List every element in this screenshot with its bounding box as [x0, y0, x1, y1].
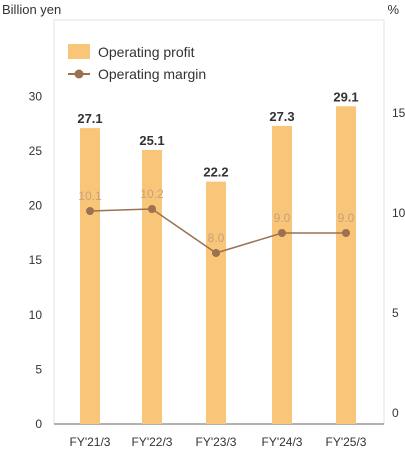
margin-value-label: 9.0 [338, 211, 355, 225]
operating-margin-point [212, 249, 220, 257]
bar-value-label: 29.1 [333, 89, 358, 104]
left-tick-label: 30 [29, 89, 43, 103]
legend-bar-swatch [68, 44, 90, 59]
right-tick-label: 5 [392, 306, 399, 320]
bar-operating-profit [336, 106, 356, 424]
margin-value-label: 8.0 [208, 231, 225, 245]
bar-operating-profit [206, 181, 226, 424]
left-tick-label: 20 [29, 199, 43, 213]
right-tick-label: 10 [392, 206, 405, 220]
left-tick-label: 15 [29, 253, 43, 267]
right-tick-label: 0 [392, 406, 399, 420]
operating-margin-point [148, 205, 156, 213]
legend-line-marker [74, 69, 84, 79]
margin-value-label: 10.2 [140, 187, 164, 201]
bar-value-label: 27.3 [269, 109, 294, 124]
bar-value-label: 27.1 [77, 111, 102, 126]
operating-margin-point [342, 229, 350, 237]
left-tick-label: 0 [35, 417, 42, 431]
category-label: FY'24/3 [262, 435, 303, 449]
legend-operating-margin: Operating margin [98, 66, 206, 82]
operating-margin-point [278, 229, 286, 237]
margin-value-label: 9.0 [274, 211, 291, 225]
right-axis-unit: % [387, 2, 399, 17]
bar-operating-profit [142, 149, 162, 425]
left-tick-label: 25 [29, 144, 43, 158]
bar-value-label: 25.1 [139, 133, 164, 148]
right-tick-label: 15 [392, 106, 405, 120]
category-label: FY'22/3 [132, 435, 173, 449]
left-tick-label: 10 [29, 308, 43, 322]
bar-value-label: 22.2 [203, 165, 228, 180]
bar-operating-profit [272, 125, 292, 424]
legend-operating-profit: Operating profit [98, 44, 195, 60]
category-label: FY'23/3 [196, 435, 237, 449]
category-label: FY'21/3 [70, 435, 111, 449]
operating-margin-point [86, 207, 94, 215]
bar-operating-profit [80, 128, 100, 424]
margin-value-label: 10.1 [78, 189, 102, 203]
left-tick-label: 5 [35, 362, 42, 376]
left-axis-unit: Billion yen [2, 2, 62, 17]
category-label: FY'25/3 [326, 435, 367, 449]
